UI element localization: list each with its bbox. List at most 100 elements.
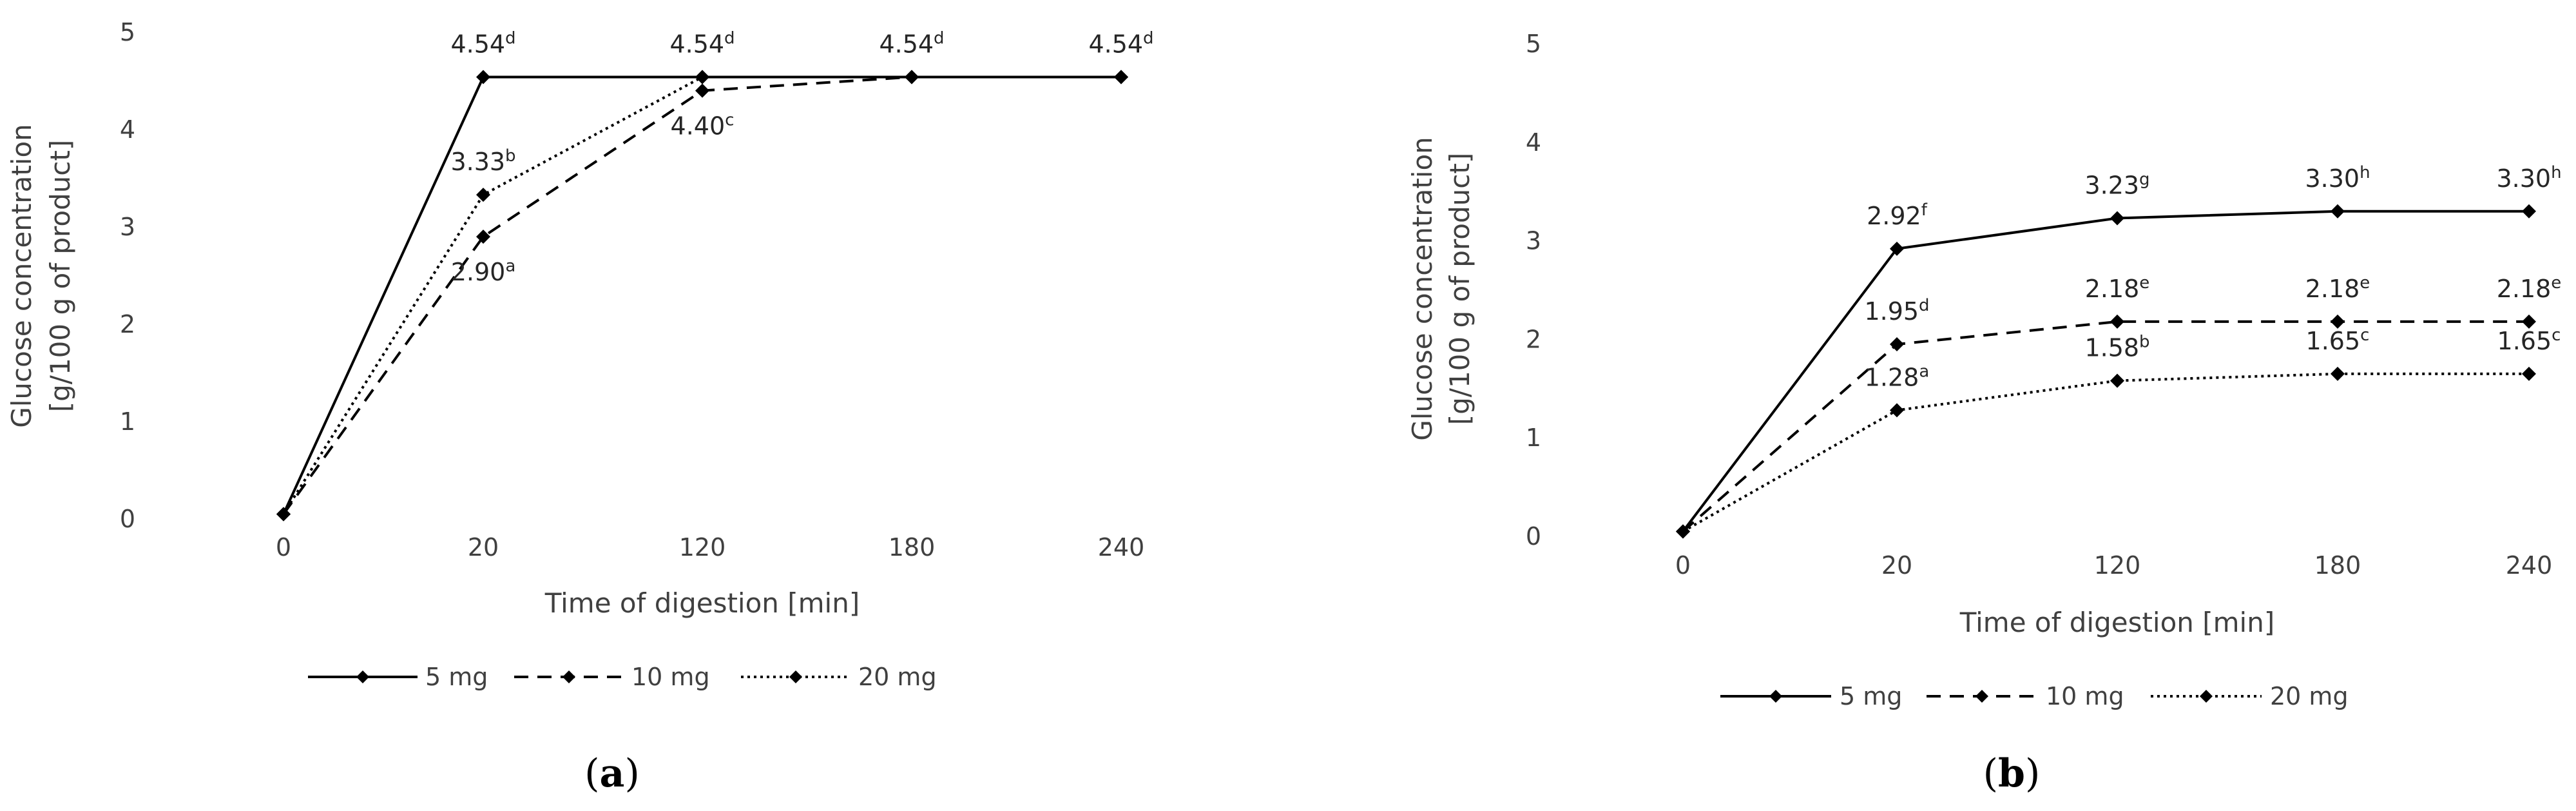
y-tick-label: 5 [120,18,135,46]
series-line-10mg [282,75,1121,515]
chart-panel-a: 0 1 2 3 4 5 0 20 120 180 240 Glucose concentration[… [6,18,1154,796]
data-point-marker [2522,314,2536,329]
x-tick-label: 240 [1098,533,1145,562]
data-label-letter: e [2139,273,2149,293]
y-axis-title: [g/100 g of product] [1444,153,1475,425]
data-label-letter: e [2551,273,2561,293]
data-label: 2.18e [2497,273,2562,303]
legend-label: 10 mg [2046,682,2124,710]
data-point-marker [695,70,709,84]
data-label: 2.92f [1867,200,1928,230]
data-label: 2.18e [2085,273,2150,303]
data-label-letter: d [1143,28,1154,48]
data-label-letter: d [934,28,945,48]
data-point-marker [276,507,291,522]
data-label-value: 3.33 [450,148,505,176]
data-label-value: 2.18 [2085,275,2140,303]
data-label: 1.28a [1865,362,1930,391]
data-label: 4.54d [450,28,515,58]
series-line-10mg [1682,320,2529,533]
series-line-20mg [1682,372,2529,533]
chart-panel-b: 0 1 2 3 4 5 0 20 120 180 240 Glucose concentration[… [1407,30,2562,796]
x-tick-label: 180 [2314,551,2361,580]
legend-label: 5 mg [1840,682,1902,710]
data-point-marker [1890,337,1904,352]
x-tick-label: 180 [889,533,936,562]
data-point-marker [1114,70,1128,84]
legend-label: 20 mg [2270,682,2349,710]
data-label-value: 1.95 [1864,297,1919,326]
data-label-value: 1.65 [2497,327,2552,355]
data-label: 4.40c [671,111,735,141]
data-label-letter: h [2360,163,2370,182]
data-point-marker [2331,204,2345,219]
x-tick-label: 20 [468,533,499,562]
data-label: 3.30h [2305,163,2370,193]
legend-marker [356,670,369,683]
panel-label-close: ) [2025,751,2040,796]
data-label-value: 1.65 [2306,327,2361,355]
y-axis-title: [g/100 g of product] [44,140,76,412]
data-label: 4.54d [669,28,735,58]
y-tick-label: 0 [1526,522,1541,551]
data-label: 1.95d [1864,296,1929,326]
data-label: 1.65c [2497,326,2561,355]
data-point-marker [695,83,709,98]
y-tick-label: 4 [1526,128,1541,157]
data-point-marker [2522,204,2536,219]
data-label-value: 4.54 [879,30,934,58]
data-label-value: 1.58 [2084,334,2139,362]
data-point-marker [2110,373,2124,388]
data-point-marker [476,188,490,202]
data-label-value: 2.18 [2305,275,2360,303]
y-tick-label: 1 [120,407,135,436]
x-tick-label: 20 [1881,551,1912,580]
data-label-letter: g [2139,170,2150,189]
data-label-letter: b [2139,333,2150,352]
y-tick-label: 2 [1526,325,1541,353]
legend-marker [1975,690,1988,703]
data-label-value: 4.54 [669,30,724,58]
data-label: 1.58b [2084,333,2149,362]
series-line-20mg [282,75,1121,515]
legend-marker [789,670,802,683]
data-label-letter: a [1919,362,1929,381]
x-axis-title: Time of digestion [min] [1959,607,2274,638]
y-tick-label: 5 [1526,30,1541,58]
y-tick-label: 1 [1526,424,1541,452]
data-label: 4.54d [1088,28,1153,58]
data-label: 2.90a [451,257,516,286]
legend-marker [2200,690,2213,703]
legend-marker [562,670,575,683]
data-point-marker [905,70,919,84]
y-tick-label: 3 [1526,227,1541,255]
data-label-letter: f [1921,200,1928,220]
data-point-marker [1890,403,1904,418]
legend-label: 5 mg [425,663,488,691]
data-label: 3.33b [450,146,515,176]
panel-label-letter: b [1998,751,2025,796]
data-label-value: 3.30 [2496,164,2551,193]
data-label-letter: h [2551,163,2561,182]
x-tick-label: 120 [2094,551,2141,580]
y-tick-label: 0 [120,505,135,533]
data-point-marker [2522,366,2536,381]
data-label: 2.18e [2305,273,2370,303]
data-label-value: 1.28 [1865,363,1919,391]
data-point-marker [2331,314,2345,329]
y-axis-title: Glucose concentration [6,124,37,428]
data-point-marker [2110,314,2124,329]
data-label-letter: d [724,28,735,48]
y-axis-title: Glucose concentration [1407,137,1438,441]
data-label-value: 4.54 [450,30,505,58]
legend-label: 10 mg [631,663,710,691]
panel-label-open: ( [1983,751,1998,796]
data-label-value: 2.92 [1867,202,1921,230]
panel-label-open: ( [584,751,599,796]
y-tick-label: 4 [120,115,135,144]
x-tick-label: 240 [2506,551,2553,580]
data-label-value: 4.54 [1088,30,1143,58]
data-label-letter: d [1919,296,1930,315]
data-label-value: 4.40 [671,112,726,141]
